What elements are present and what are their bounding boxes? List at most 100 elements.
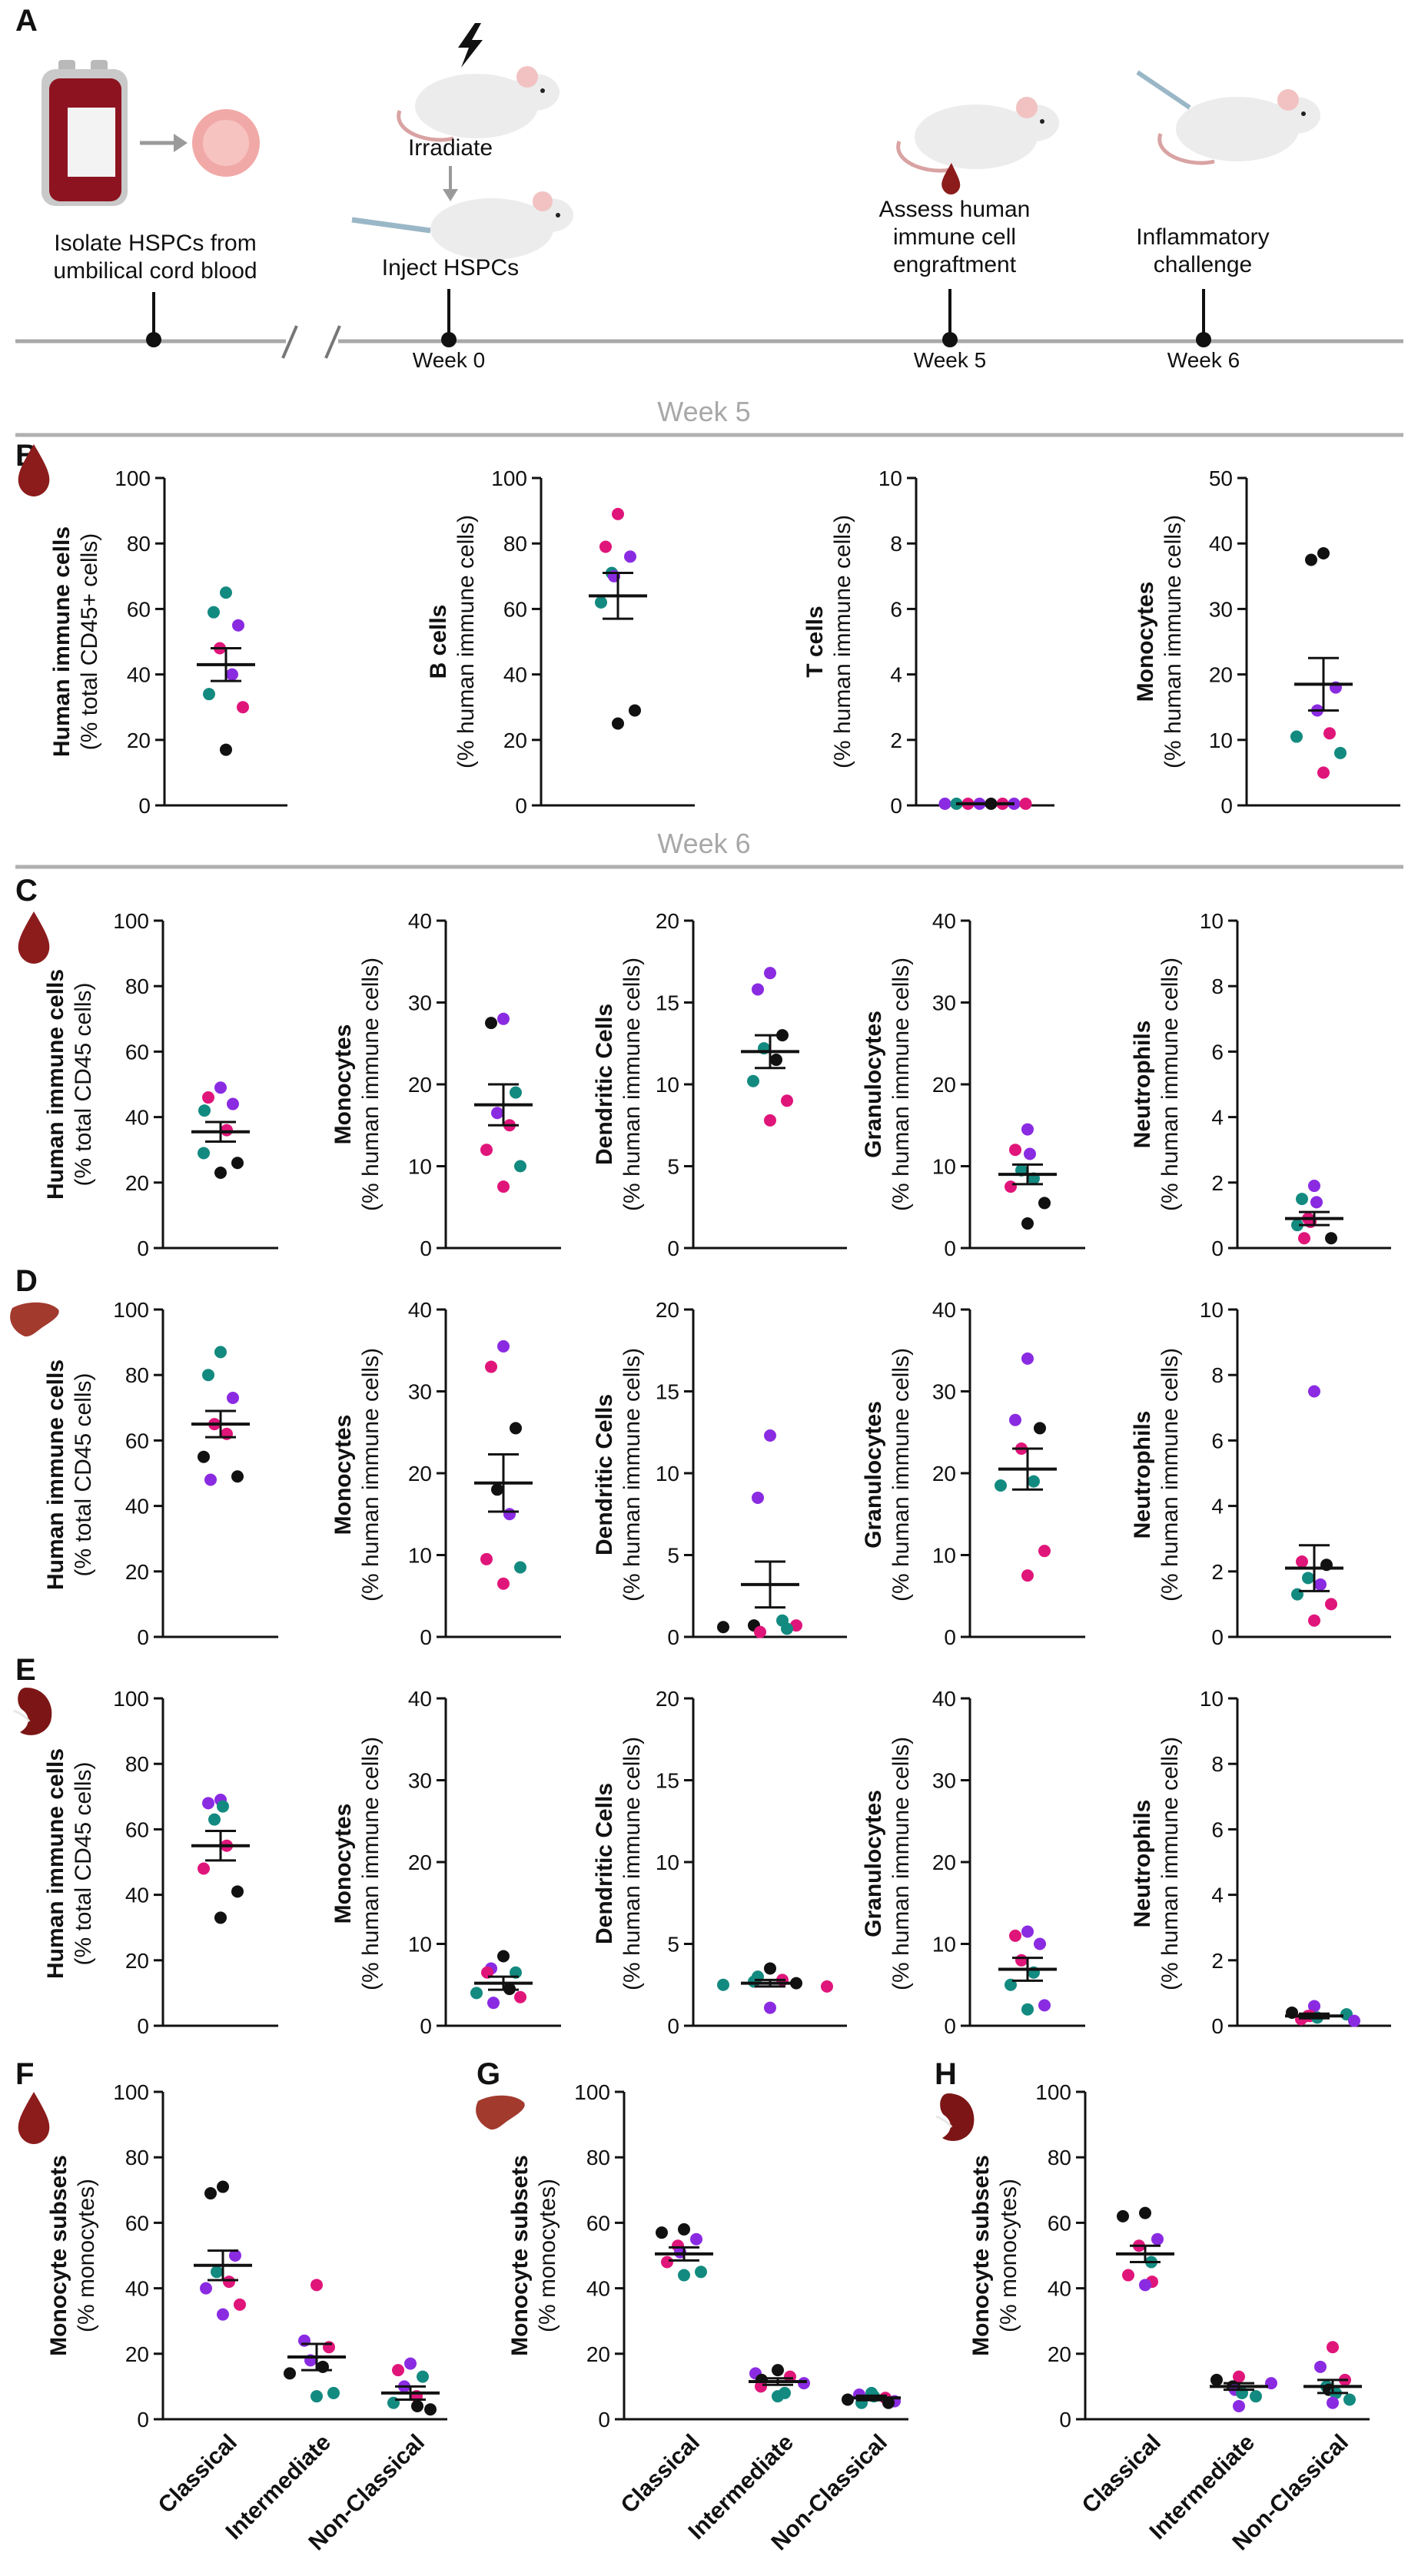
y-tick-label: 0 (944, 1237, 956, 1260)
data-point (231, 1157, 244, 1170)
group-2-point (417, 2370, 429, 2383)
y-tick-label: 40 (125, 1106, 149, 1130)
y-tick-label: 20 (125, 1949, 149, 1973)
ysub-b1: (% total CD45+ cells) (77, 533, 102, 751)
mouse-icon (397, 66, 560, 142)
y-tick-label: 40 (125, 1884, 149, 1907)
group-2-point (1327, 2341, 1339, 2354)
week-5-header: Week 5 (657, 396, 750, 427)
y-tick-label: 40 (503, 663, 527, 687)
chart-d-12: 0 10 20 30 40 (932, 1298, 1085, 1649)
category-labels: Classical Intermediate Non-Classical Cla… (154, 2430, 1353, 2556)
y-tick-label: 40 (932, 1298, 956, 1322)
y-tick-label: 10 (656, 1462, 679, 1486)
data-point (208, 606, 220, 619)
group-0-point (690, 2232, 702, 2246)
y-tick-label: 4 (890, 663, 902, 687)
group-2-point (842, 2393, 854, 2406)
ysub-d4: (% human immune cells) (888, 1348, 914, 1602)
group-0-point (1139, 2206, 1151, 2219)
group-0-point (234, 2298, 246, 2311)
y-tick-label: 40 (408, 1298, 432, 1322)
ylabel-h: Monocyte subsets (968, 2155, 994, 2356)
y-tick-label: 80 (125, 1752, 149, 1776)
group-0-point (223, 2276, 235, 2289)
data-point (1038, 1545, 1051, 1558)
ysub-e5: (% human immune cells) (1157, 1737, 1183, 1990)
y-tick-label: 20 (656, 1298, 679, 1322)
y-tick-label: 20 (1048, 2342, 1071, 2366)
y-tick-label: 20 (125, 1171, 149, 1195)
panel-letter-g: G (477, 2057, 500, 2091)
y-tick-label: 0 (1220, 794, 1233, 818)
y-tick-label: 40 (127, 663, 151, 687)
data-point (204, 1473, 217, 1486)
group-0-point (1117, 2209, 1129, 2222)
group-1-point (772, 2364, 784, 2377)
week-6-header: Week 6 (657, 828, 750, 859)
group-0-point (217, 2180, 229, 2193)
isolate-label-1: Isolate HSPCs from (54, 231, 256, 256)
chart-e-18: 0 2 4 6 8 10 (1200, 1687, 1391, 2038)
ylabel-b1: Human immune cells (49, 526, 75, 757)
data-point (1302, 1572, 1314, 1585)
y-tick-label: 100 (574, 2080, 610, 2104)
y-tick-label: 20 (932, 1073, 956, 1097)
ysub-b2: (% human immune cells) (453, 515, 479, 768)
data-point (1021, 1352, 1034, 1365)
y-tick-label: 60 (1048, 2211, 1071, 2235)
data-point (1325, 1598, 1337, 1611)
ysub-c4: (% human immune cells) (888, 958, 914, 1211)
group-1-point (327, 2386, 340, 2399)
panel-letter-d: D (15, 1264, 38, 1298)
data-point (497, 1577, 510, 1590)
chart-h-21: 0 20 40 60 80 100 (1035, 2080, 1370, 2432)
data-point (1021, 1569, 1034, 1582)
data-point (227, 1097, 239, 1110)
y-tick-label: 10 (656, 1851, 679, 1874)
data-point (510, 1086, 522, 1099)
group-2-point (424, 2403, 437, 2416)
y-tick-label: 0 (137, 1237, 149, 1260)
data-point (1298, 1232, 1310, 1245)
ylabel-e1: Human immune cells (43, 1748, 68, 1979)
chart-f-19: 0 20 40 60 80 100 (113, 2080, 447, 2432)
group-1-point (1233, 2370, 1245, 2383)
spleen-icon (935, 2093, 975, 2141)
data-point (231, 1885, 244, 1898)
chart-d-11: 0 5 10 15 20 (656, 1298, 847, 1649)
data-point (764, 2001, 776, 2014)
ylabel-c4: Granulocytes (861, 1011, 886, 1158)
data-point (198, 1104, 211, 1117)
assess-label-1: Assess human (879, 197, 1031, 222)
ylabel-d2: Monocytes (330, 1415, 356, 1535)
data-point (485, 1017, 497, 1030)
ysub-c3: (% human immune cells) (619, 958, 645, 1211)
data-point (203, 688, 215, 701)
ysub-d3: (% human immune cells) (619, 1348, 645, 1602)
data-point (764, 1429, 776, 1442)
y-tick-label: 0 (944, 1625, 956, 1649)
y-tick-label: 80 (125, 2146, 149, 2169)
mouse-icon (430, 191, 573, 260)
data-point (781, 1622, 793, 1635)
y-tick-label: 10 (1200, 1687, 1224, 1711)
data-point (1348, 2014, 1360, 2027)
y-tick-label: 20 (503, 729, 527, 752)
chart-c-8: 0 2 4 6 8 10 (1200, 909, 1391, 1260)
data-point (1009, 1144, 1021, 1157)
data-point (1317, 546, 1330, 559)
data-point (1314, 1578, 1327, 1591)
y-tick-label: 6 (890, 597, 902, 621)
ylabel-d3: Dendritic Cells (592, 1394, 617, 1555)
y-tick-label: 8 (1211, 974, 1224, 998)
y-tick-label: 10 (878, 466, 902, 490)
spleen-icon (13, 1688, 52, 1735)
y-tick-label: 100 (113, 909, 149, 933)
group-2-point (392, 2364, 404, 2377)
timeline-axis (15, 289, 1403, 359)
blood-drop-icon (18, 444, 50, 496)
group-0-point (217, 2308, 229, 2321)
data-point (208, 1813, 221, 1826)
y-tick-label: 40 (932, 1687, 956, 1711)
